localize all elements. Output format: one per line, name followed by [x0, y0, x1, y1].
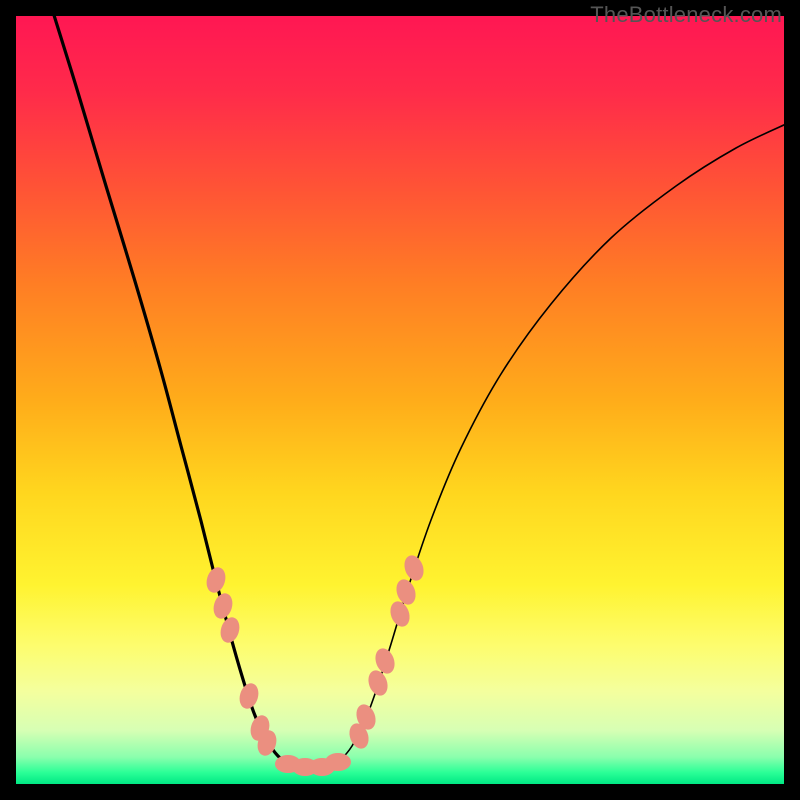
plot-area [16, 16, 784, 784]
watermark-text: TheBottleneck.com [590, 2, 782, 28]
v-curve-left-branch [53, 16, 316, 766]
curve-marker [211, 591, 236, 621]
curve-marker [218, 615, 243, 645]
curve-layer [16, 16, 784, 784]
curve-marker [237, 681, 262, 711]
curve-marker [204, 565, 229, 595]
curve-marker [401, 553, 427, 584]
curve-marker [325, 753, 351, 771]
chart-frame: TheBottleneck.com [0, 0, 800, 800]
